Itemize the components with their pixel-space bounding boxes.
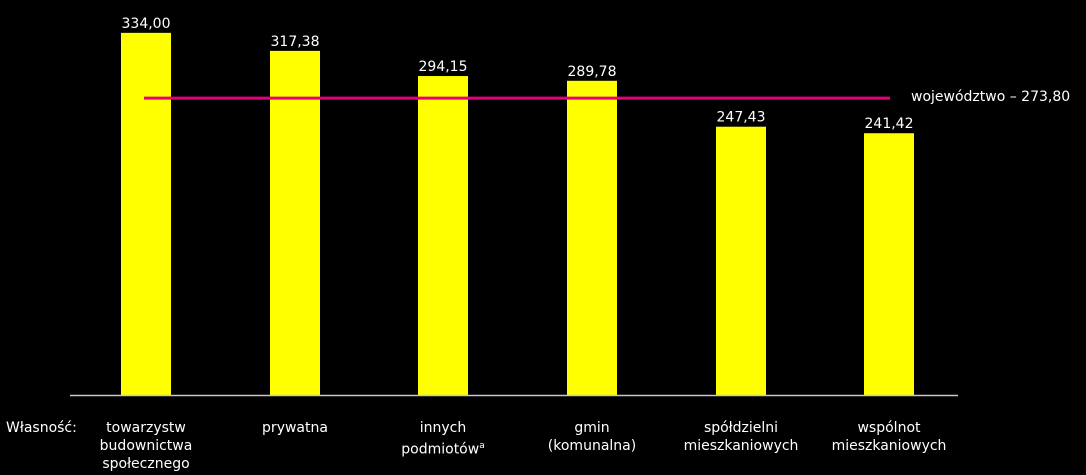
bar-value-label: 334,00 bbox=[122, 16, 171, 32]
bar bbox=[716, 126, 766, 396]
x-tick-label: spółdzielni mieszkaniowych bbox=[683, 420, 799, 454]
bar bbox=[567, 80, 617, 396]
bar-value-label: 247,43 bbox=[717, 110, 766, 126]
bar bbox=[121, 32, 171, 396]
x-axis-title: Własność: bbox=[6, 420, 77, 436]
footnote-marker: a bbox=[479, 441, 485, 451]
value-labels-group: 334,00 317,38 294,15 289,78 247,43 241,42 bbox=[122, 16, 914, 132]
bar-value-label: 317,38 bbox=[271, 34, 320, 50]
bar bbox=[418, 76, 468, 396]
bars-group bbox=[121, 32, 914, 396]
reference-line-label: województwo – 273,80 bbox=[911, 89, 1071, 106]
x-tick-label: wspólnot mieszkaniowych bbox=[831, 420, 947, 454]
bar-value-label: 294,15 bbox=[419, 59, 468, 75]
bar-value-label: 241,42 bbox=[865, 116, 914, 132]
x-tick-label: gmin (komunalna) bbox=[547, 420, 637, 454]
x-tick-label: towarzystw budownictwa społecznego bbox=[99, 420, 193, 472]
bar bbox=[270, 50, 320, 395]
x-tick-label: innych podmiotówa bbox=[401, 420, 485, 458]
bar-value-label: 289,78 bbox=[568, 64, 617, 80]
bar bbox=[864, 133, 914, 396]
x-tick-label: prywatna bbox=[262, 420, 328, 436]
